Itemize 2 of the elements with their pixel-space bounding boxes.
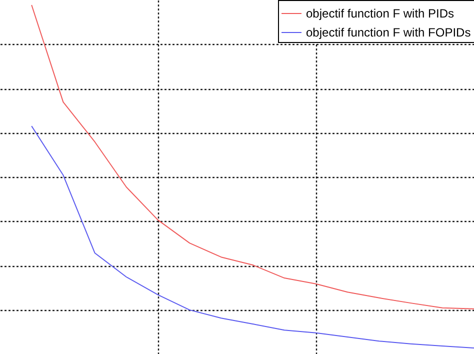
legend-label: objectif function F with PIDs [306,6,454,20]
legend-label: objectif function F with FOPIDs [306,26,471,40]
